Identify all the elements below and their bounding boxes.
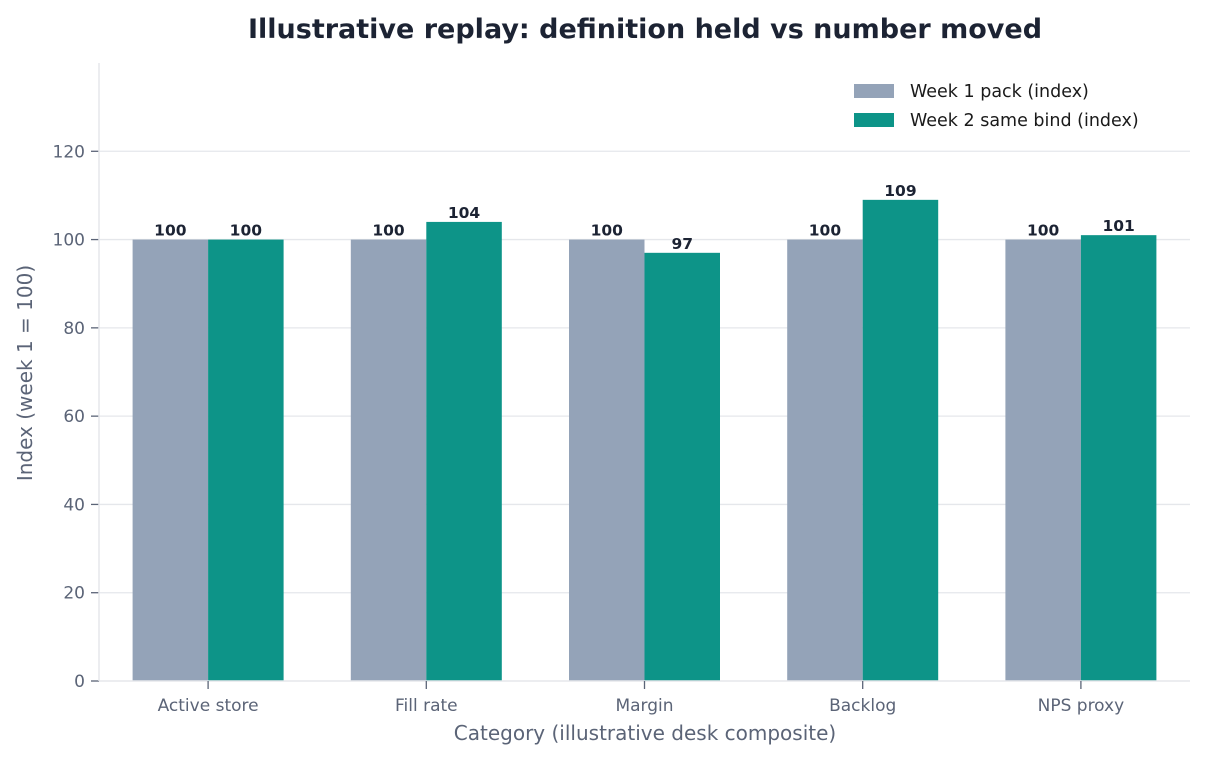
- bar-week2: [862, 199, 939, 682]
- data-labels: 100 100 100 104 100 97 100 109 100 101: [154, 182, 1135, 253]
- data-label: 100: [230, 222, 263, 240]
- bar-week2: [426, 221, 502, 681]
- x-tick-label: Margin: [615, 696, 673, 716]
- x-axis-title: Category (illustrative desk composite): [454, 721, 836, 745]
- x-tick-label: Backlog: [829, 696, 896, 716]
- legend: Week 1 pack (index) Week 2 same bind (ind…: [854, 82, 1139, 131]
- chart-title: Illustrative replay: definition held vs …: [248, 14, 1042, 45]
- data-label: 100: [591, 222, 624, 240]
- bar-week1: [787, 239, 863, 682]
- bar-week1: [350, 239, 427, 682]
- x-tick-label: Fill rate: [395, 696, 458, 716]
- axes: 0 20 40 60 80 100 120 Active store Fill rate Marg…: [53, 63, 1190, 716]
- legend-label: Week 2 same bind (index): [910, 111, 1139, 131]
- data-label: 97: [671, 235, 693, 253]
- legend-label: Week 1 pack (index): [910, 82, 1089, 102]
- y-tick-label: 100: [53, 231, 85, 251]
- data-label: 100: [154, 222, 187, 240]
- bar-week2: [644, 252, 720, 682]
- x-tick-label: NPS proxy: [1038, 696, 1125, 716]
- bar-week2: [1080, 235, 1157, 681]
- data-label: 100: [1027, 222, 1060, 240]
- legend-swatch: [854, 113, 894, 127]
- data-label: 101: [1102, 217, 1134, 235]
- bars: [132, 199, 1157, 682]
- data-label: 104: [448, 204, 481, 222]
- bar-week2: [208, 239, 284, 682]
- x-tick-label: Active store: [158, 696, 259, 716]
- y-tick-label: 60: [63, 407, 85, 427]
- y-tick-label: 0: [74, 672, 85, 692]
- y-axis-title: Index (week 1 = 100): [13, 265, 37, 481]
- y-tick-label: 80: [63, 319, 85, 339]
- legend-swatch: [854, 84, 894, 98]
- bar-week1: [569, 239, 645, 682]
- data-label: 100: [809, 222, 842, 240]
- data-label: 109: [884, 182, 916, 200]
- bar-week1: [132, 239, 209, 682]
- bar-week1: [1005, 239, 1081, 682]
- y-tick-label: 20: [63, 584, 85, 604]
- y-tick-label: 40: [63, 495, 85, 515]
- y-tick-label: 120: [53, 142, 85, 162]
- data-label: 100: [372, 222, 405, 240]
